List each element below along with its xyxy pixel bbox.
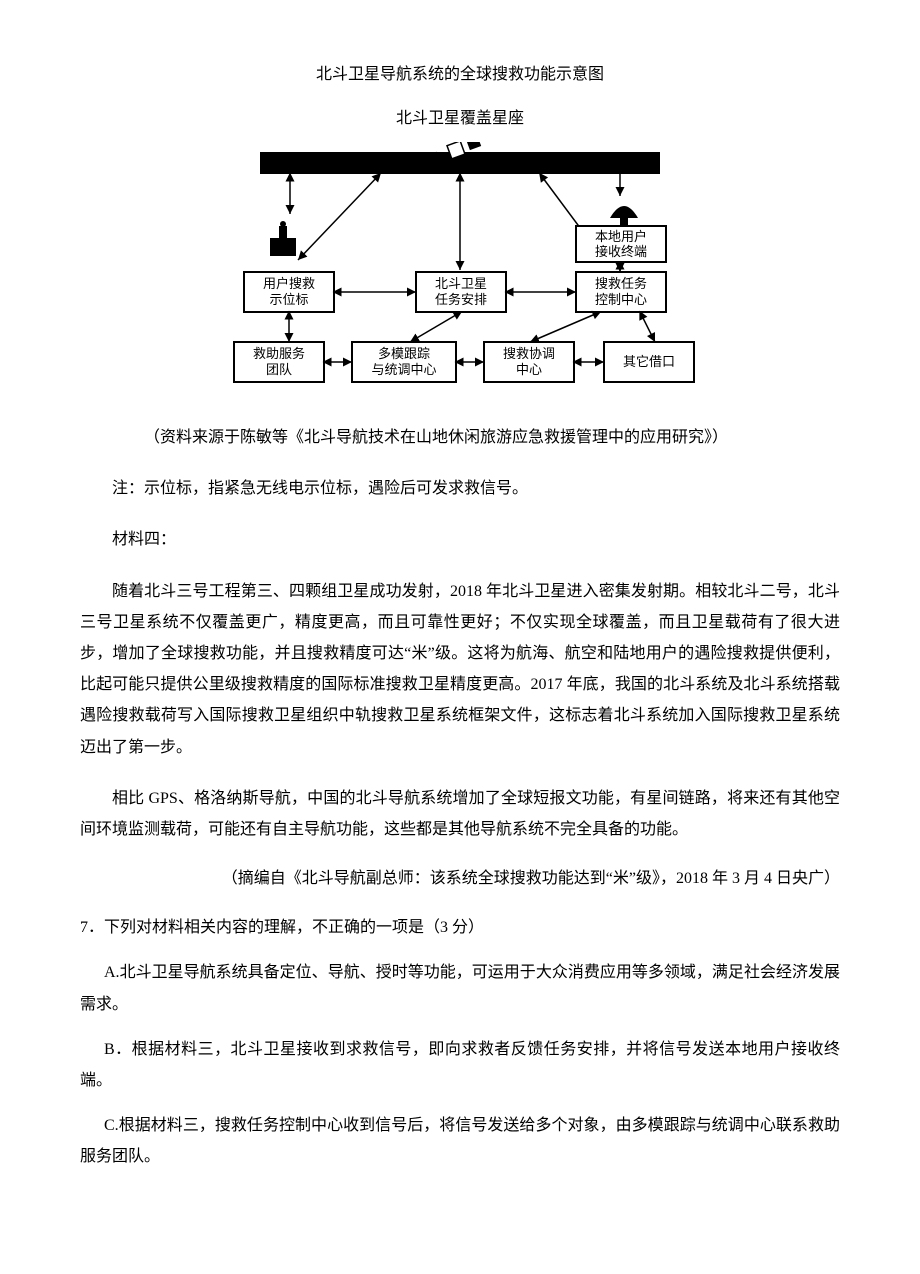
flowchart-diagram: 用户搜救 示位标 北斗卫星 任务安排 本地用户 接收终端 搜救任务 控制中心 <box>200 142 720 402</box>
svg-text:其它借口: 其它借口 <box>623 354 675 369</box>
question-7: 7．下列对材料相关内容的理解，不正确的一项是（3 分） <box>80 912 840 943</box>
svg-text:本地用户: 本地用户 <box>595 229 647 244</box>
svg-text:中心: 中心 <box>516 362 542 377</box>
option-b: B．根据材料三，北斗卫星接收到求救信号，即向求救者反馈任务安排，并将信号发送本地… <box>80 1034 840 1096</box>
svg-text:多模跟踪: 多模跟踪 <box>378 346 430 361</box>
diagram-subtitle: 北斗卫星覆盖星座 <box>80 104 840 128</box>
svg-text:与统调中心: 与统调中心 <box>371 362 436 377</box>
note-text: 注：示位标，指紧急无线电示位标，遇险后可发求救信号。 <box>80 473 840 504</box>
svg-text:北斗卫星: 北斗卫星 <box>435 276 487 291</box>
svg-text:救助服务: 救助服务 <box>253 346 305 361</box>
svg-text:示位标: 示位标 <box>269 292 308 307</box>
svg-text:接收终端: 接收终端 <box>595 244 647 259</box>
diagram-title: 北斗卫星导航系统的全球搜救功能示意图 <box>80 60 840 84</box>
diagram-connectors: 用户搜救 示位标 北斗卫星 任务安排 本地用户 接收终端 搜救任务 控制中心 <box>200 142 720 402</box>
source-citation-2: （摘编自《北斗导航副总师：该系统全球搜救功能达到“米”级》，2018 年 3 月… <box>80 863 840 894</box>
svg-text:搜救协调: 搜救协调 <box>503 346 555 361</box>
svg-text:控制中心: 控制中心 <box>595 292 647 307</box>
document-page: 北斗卫星导航系统的全球搜救功能示意图 北斗卫星覆盖星座 <box>0 0 920 1274</box>
section-4-label: 材料四： <box>80 524 840 555</box>
svg-text:搜救任务: 搜救任务 <box>595 276 647 291</box>
option-c: C.根据材料三，搜救任务控制中心收到信号后，将信号发送给多个对象，由多模跟踪与统… <box>80 1110 840 1172</box>
option-a: A.北斗卫星导航系统具备定位、导航、授时等功能，可运用于大众消费应用等多领域，满… <box>80 957 840 1019</box>
paragraph-1: 随着北斗三号工程第三、四颗组卫星成功发射，2018 年北斗卫星进入密集发射期。相… <box>80 576 840 763</box>
svg-text:团队: 团队 <box>266 362 292 377</box>
svg-text:用户搜救: 用户搜救 <box>263 276 315 291</box>
source-citation-1: （资料来源于陈敏等《北斗导航技术在山地休闲旅游应急救援管理中的应用研究》） <box>80 422 840 453</box>
paragraph-2: 相比 GPS、格洛纳斯导航，中国的北斗导航系统增加了全球短报文功能，有星间链路，… <box>80 783 840 845</box>
svg-text:任务安排: 任务安排 <box>435 292 487 307</box>
